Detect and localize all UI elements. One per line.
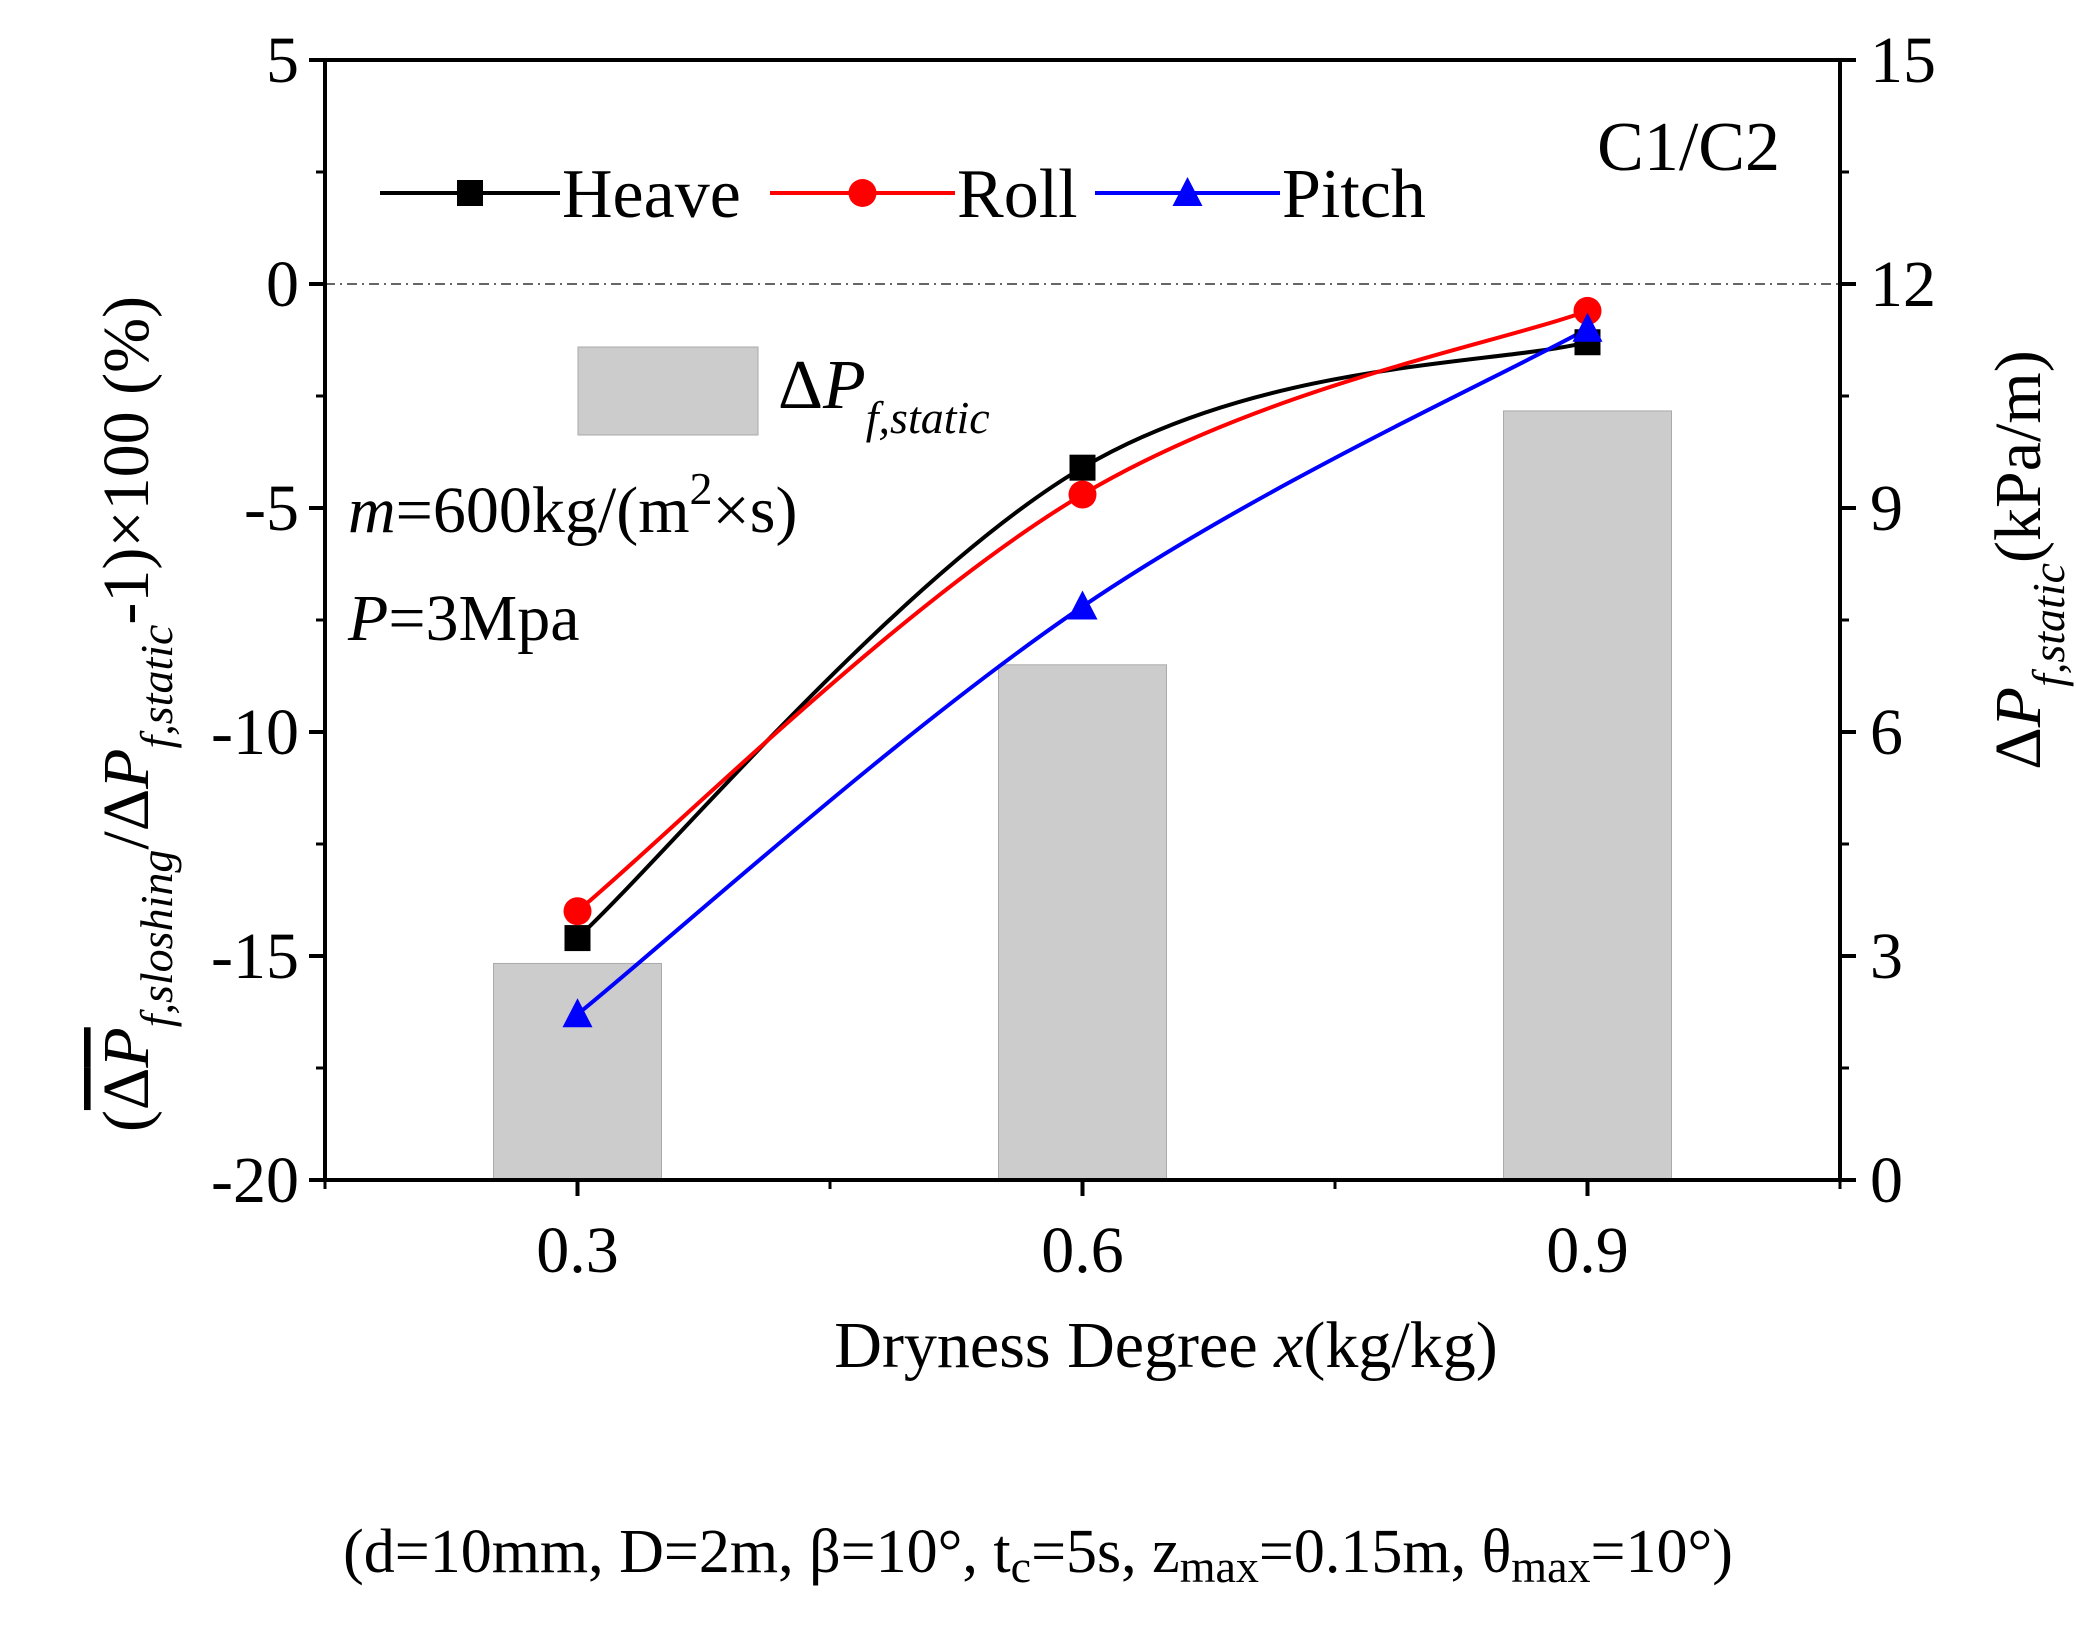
left-tick-label: 5 — [266, 24, 299, 97]
x-tick-label: 0.9 — [1546, 1214, 1629, 1287]
legend: Heave Roll Pitch — [380, 156, 1426, 233]
left-y-slash: /Δ — [90, 789, 163, 850]
legend-label-roll: Roll — [957, 156, 1078, 233]
x-tick-label: 0.3 — [536, 1214, 619, 1287]
footer-part-c: =0.15m, θ — [1259, 1518, 1511, 1586]
right-tick-label: 3 — [1870, 920, 1903, 993]
left-tick-label: 0 — [266, 248, 299, 321]
panel-label: C1/C2 — [1597, 109, 1780, 186]
right-tick-label: 9 — [1870, 472, 1903, 545]
right-tick-label: 15 — [1870, 24, 1936, 97]
left-y-p: P — [90, 1027, 163, 1068]
marker-pitch-0.9 — [1572, 312, 1603, 342]
bar-legend-sub: f,static — [866, 392, 990, 443]
bar-legend-swatch — [577, 346, 759, 436]
left-tick-label: -10 — [211, 696, 299, 769]
right-y-p: P — [1982, 687, 2055, 728]
left-y-sub2: f,static — [131, 625, 182, 749]
mass-flux-sup: 2 — [690, 463, 713, 514]
legend-marker-roll — [848, 179, 877, 207]
left-y-p2: P — [90, 749, 163, 790]
x-axis-title-pre: Dryness Degree — [834, 1309, 1274, 1382]
marker-heave-0.6 — [1069, 454, 1096, 481]
footer-part-b: =5s, z — [1031, 1518, 1180, 1586]
legend-marker-pitch — [1172, 177, 1203, 206]
left-tick-label: -5 — [244, 472, 299, 545]
footer-sub-zmax: max — [1180, 1541, 1259, 1592]
left-y-sub1: f,sloshing — [131, 850, 182, 1028]
bar-legend-p: P — [822, 347, 866, 424]
bar-0.6 — [998, 664, 1167, 1181]
mass-flux-symbol: m — [348, 474, 396, 547]
bars-layer — [493, 410, 1672, 1181]
mass-flux-annotation: m=600kg/(m2×s) — [348, 463, 797, 547]
left-tick-label: -20 — [211, 1144, 299, 1217]
left-y-open: ( — [90, 1110, 163, 1132]
legend-label-heave: Heave — [562, 156, 741, 233]
legend-marker-heave — [457, 180, 483, 206]
right-y-delta: Δ — [1982, 727, 2055, 769]
right-y-sub: f,static — [2023, 563, 2074, 687]
marker-pitch-0.6 — [1067, 590, 1098, 620]
marker-pitch-0.3 — [562, 998, 593, 1028]
bar-0.3 — [493, 962, 662, 1181]
x-axis-title: Dryness Degree x(kg/kg) — [834, 1309, 1497, 1382]
footer-part-d: =10°) — [1591, 1518, 1733, 1586]
footer-parameters: (d=10mm, D=2m, β=10°, tc=5s, zmax=0.15m,… — [343, 1518, 1733, 1592]
right-tick-label: 0 — [1870, 1144, 1903, 1217]
pressure-value: =3Mpa — [388, 582, 579, 655]
legend-label-pitch: Pitch — [1282, 156, 1426, 233]
bar-legend-delta: Δ — [778, 347, 823, 424]
bar-0.9 — [1503, 410, 1672, 1181]
marker-roll-0.3 — [563, 897, 592, 926]
marker-heave-0.3 — [564, 925, 591, 952]
left-y-axis-title: (ΔPf,sloshing/ΔPf,static-1)×100 (%) — [90, 296, 182, 1132]
right-y-axis-title: ΔPf,static(kPa/m) — [1982, 350, 2074, 769]
pressure-symbol: P — [347, 582, 388, 655]
axis-ticks — [309, 58, 1856, 1196]
right-y-unit: (kPa/m) — [1982, 350, 2055, 563]
bar-legend-label: ΔPf,static — [778, 347, 990, 443]
left-y-delta: Δ — [90, 1068, 163, 1110]
mass-flux-value: =600kg/(m — [396, 474, 690, 547]
pressure-annotation: P=3Mpa — [347, 582, 580, 655]
series-markers — [562, 296, 1603, 1028]
footer-sub-thetamax: max — [1511, 1541, 1590, 1592]
footer-part-a: (d=10mm, D=2m, β=10°, t — [343, 1518, 1011, 1586]
mass-flux-tail: ×s) — [713, 474, 798, 547]
right-tick-label: 6 — [1870, 696, 1903, 769]
x-tick-label: 0.6 — [1041, 1214, 1124, 1287]
right-tick-label: 12 — [1870, 248, 1936, 321]
left-tick-label: -15 — [211, 920, 299, 993]
left-y-tail: -1)×100 (%) — [90, 296, 163, 625]
tick-labels: 5 0 -5 -10 -15 -20 15 12 9 6 3 0 0.3 0.6 0.9 — [211, 24, 1936, 1287]
x-axis-title-var: x — [1273, 1309, 1303, 1382]
marker-roll-0.6 — [1068, 480, 1097, 509]
marker-roll-0.9 — [1573, 296, 1602, 325]
footer-sub-tc: c — [1011, 1541, 1031, 1592]
x-axis-title-post: (kg/kg) — [1303, 1309, 1497, 1382]
